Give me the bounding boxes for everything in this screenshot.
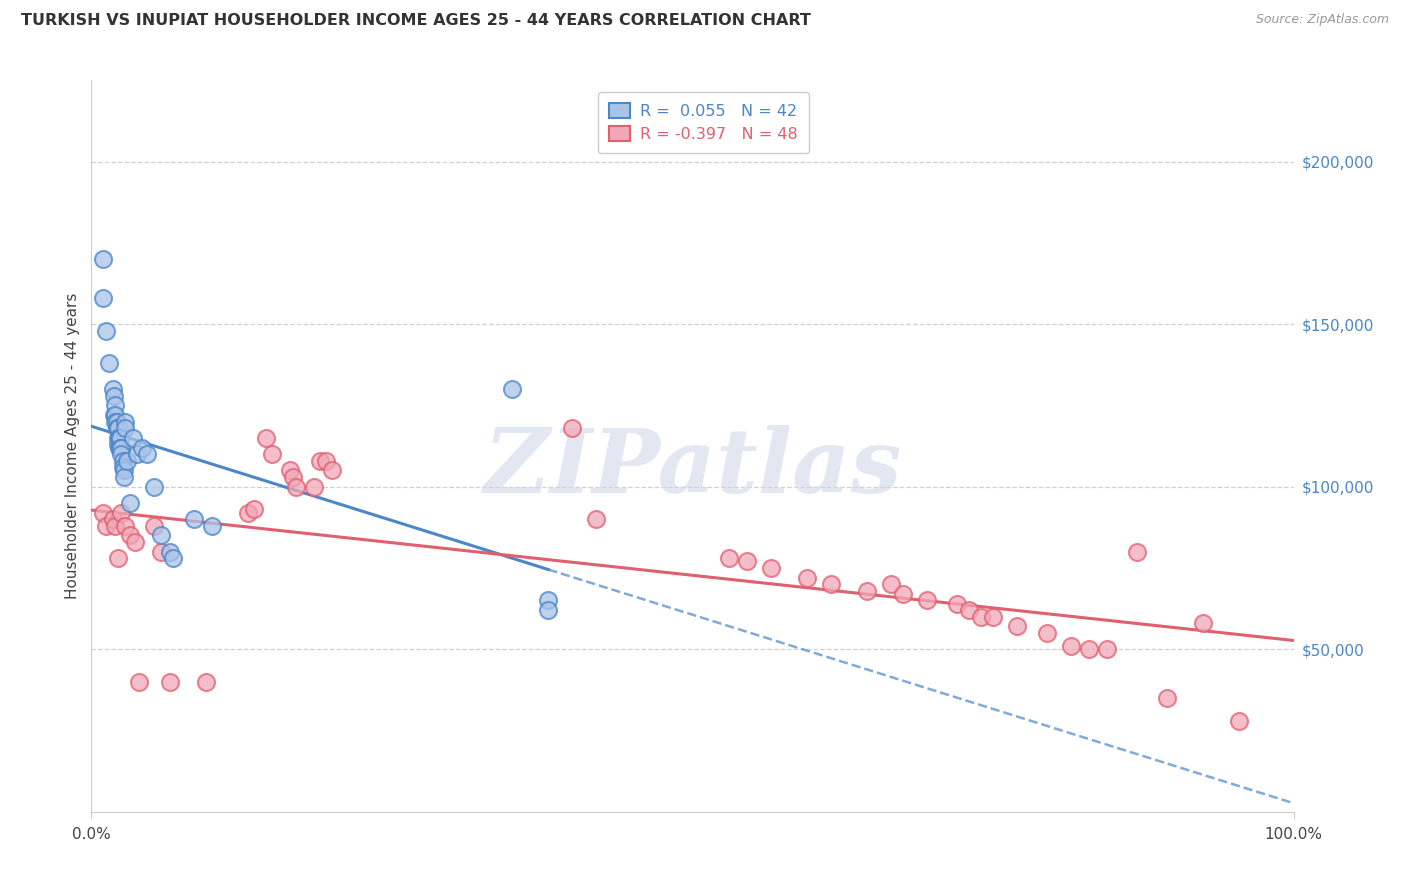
Point — [585, 512, 607, 526]
Point — [284, 480, 307, 494]
Point — [957, 603, 980, 617]
Point — [107, 421, 129, 435]
Point — [117, 453, 139, 467]
Point — [1229, 714, 1251, 728]
Point — [108, 431, 131, 445]
Point — [278, 463, 301, 477]
Point — [1060, 639, 1083, 653]
Point — [201, 518, 224, 533]
Point — [970, 609, 993, 624]
Point — [315, 453, 337, 467]
Point — [128, 674, 150, 689]
Point — [110, 506, 132, 520]
Point — [1078, 642, 1101, 657]
Point — [308, 453, 330, 467]
Point — [111, 453, 134, 467]
Point — [104, 408, 127, 422]
Point — [1005, 619, 1028, 633]
Point — [537, 603, 560, 617]
Point — [1036, 626, 1059, 640]
Point — [946, 597, 969, 611]
Point — [915, 593, 938, 607]
Point — [501, 382, 523, 396]
Point — [104, 518, 127, 533]
Point — [114, 421, 136, 435]
Point — [93, 252, 115, 266]
Point — [107, 437, 129, 451]
Point — [108, 441, 131, 455]
Point — [94, 518, 117, 533]
Point — [880, 577, 903, 591]
Point — [101, 512, 124, 526]
Point — [98, 356, 121, 370]
Point — [1126, 544, 1149, 558]
Point — [112, 470, 135, 484]
Y-axis label: Householder Income Ages 25 - 44 years: Householder Income Ages 25 - 44 years — [65, 293, 80, 599]
Point — [254, 431, 277, 445]
Point — [981, 609, 1004, 624]
Point — [125, 447, 148, 461]
Point — [107, 431, 129, 445]
Point — [103, 408, 125, 422]
Point — [122, 431, 145, 445]
Point — [105, 421, 128, 435]
Point — [242, 502, 264, 516]
Point — [142, 480, 165, 494]
Point — [159, 544, 181, 558]
Point — [855, 583, 877, 598]
Point — [104, 415, 127, 429]
Point — [891, 587, 914, 601]
Point — [112, 463, 135, 477]
Point — [735, 554, 758, 568]
Point — [796, 571, 818, 585]
Point — [110, 431, 132, 445]
Point — [283, 470, 305, 484]
Point — [101, 382, 124, 396]
Point — [93, 291, 115, 305]
Point — [820, 577, 842, 591]
Point — [236, 506, 259, 520]
Point — [1156, 690, 1178, 705]
Point — [103, 389, 125, 403]
Text: Source: ZipAtlas.com: Source: ZipAtlas.com — [1256, 13, 1389, 27]
Point — [759, 561, 782, 575]
Point — [321, 463, 343, 477]
Point — [561, 421, 583, 435]
Point — [110, 441, 132, 455]
Point — [114, 415, 136, 429]
Point — [104, 398, 127, 412]
Point — [260, 447, 283, 461]
Point — [150, 544, 173, 558]
Point — [537, 593, 560, 607]
Point — [131, 441, 153, 455]
Point — [717, 551, 740, 566]
Point — [142, 518, 165, 533]
Point — [194, 674, 217, 689]
Point — [111, 460, 134, 475]
Point — [159, 674, 181, 689]
Point — [183, 512, 205, 526]
Point — [94, 324, 117, 338]
Text: TURKISH VS INUPIAT HOUSEHOLDER INCOME AGES 25 - 44 YEARS CORRELATION CHART: TURKISH VS INUPIAT HOUSEHOLDER INCOME AG… — [21, 13, 811, 29]
Point — [118, 496, 141, 510]
Point — [302, 480, 325, 494]
Point — [110, 447, 132, 461]
Point — [162, 551, 184, 566]
Point — [93, 506, 115, 520]
Text: ZIPatlas: ZIPatlas — [484, 425, 901, 511]
Point — [114, 518, 136, 533]
Legend: R =  0.055   N = 42, R = -0.397   N = 48: R = 0.055 N = 42, R = -0.397 N = 48 — [599, 92, 808, 153]
Point — [1095, 642, 1118, 657]
Point — [118, 528, 141, 542]
Point — [150, 528, 173, 542]
Point — [110, 441, 132, 455]
Point — [1192, 616, 1215, 631]
Point — [135, 447, 157, 461]
Point — [107, 551, 129, 566]
Point — [105, 415, 128, 429]
Point — [124, 535, 146, 549]
